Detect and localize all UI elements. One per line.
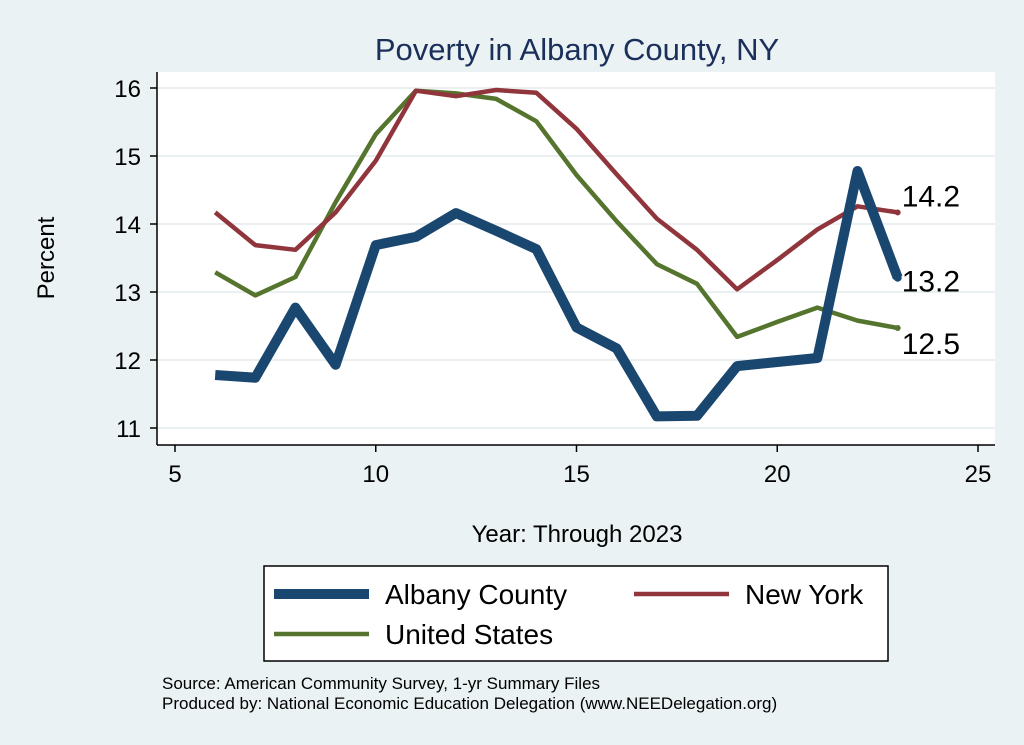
axes: 11 12 13 14 15 16 5 10 15 20 25 (114, 72, 995, 488)
series-line-new-york (213, 87, 899, 292)
legend-box (263, 565, 889, 662)
end-label-albany-county: 13.2 (902, 266, 960, 299)
series-line-united-states (214, 88, 899, 340)
x-tick-label: 20 (764, 461, 791, 488)
x-tick-label: 25 (965, 461, 992, 488)
gridlines (157, 87, 995, 429)
y-tick-label: 16 (114, 76, 141, 103)
y-tick-label: 12 (114, 348, 141, 375)
x-tick-label: 15 (563, 461, 590, 488)
legend: Albany County New York United States (263, 565, 889, 662)
y-tick-label: 11 (116, 416, 141, 443)
y-tick-label: 13 (114, 280, 141, 307)
series-end-point-new-york (894, 209, 901, 216)
plot-area (157, 72, 995, 445)
source-note: Source: American Community Survey, 1-yr … (162, 674, 600, 693)
y-tick-label: 14 (114, 212, 141, 239)
legend-label-new-york: New York (745, 579, 864, 610)
y-tick-label: 15 (114, 144, 141, 171)
end-labels: 13.2 14.2 12.5 (902, 180, 960, 361)
legend-label-albany-county: Albany County (385, 579, 567, 610)
x-axis-label: Year: Through 2023 (472, 521, 683, 548)
legend-label-united-states: United States (385, 619, 553, 650)
x-tick-label: 10 (362, 461, 389, 488)
y-axis-label: Percent (33, 216, 60, 299)
x-tick-label: 5 (168, 461, 181, 488)
series-line-albany-county (214, 166, 903, 422)
legend-items: Albany County New York United States (274, 579, 864, 650)
series-end-point-albany-county (893, 273, 902, 282)
end-label-new-york: 14.2 (902, 180, 960, 213)
end-label-united-states: 12.5 (902, 328, 960, 361)
series-end-point-united-states (894, 325, 901, 332)
series-lines (213, 87, 903, 422)
produced-note: Produced by: National Economic Education… (162, 694, 777, 713)
chart-title: Poverty in Albany County, NY (375, 32, 779, 67)
